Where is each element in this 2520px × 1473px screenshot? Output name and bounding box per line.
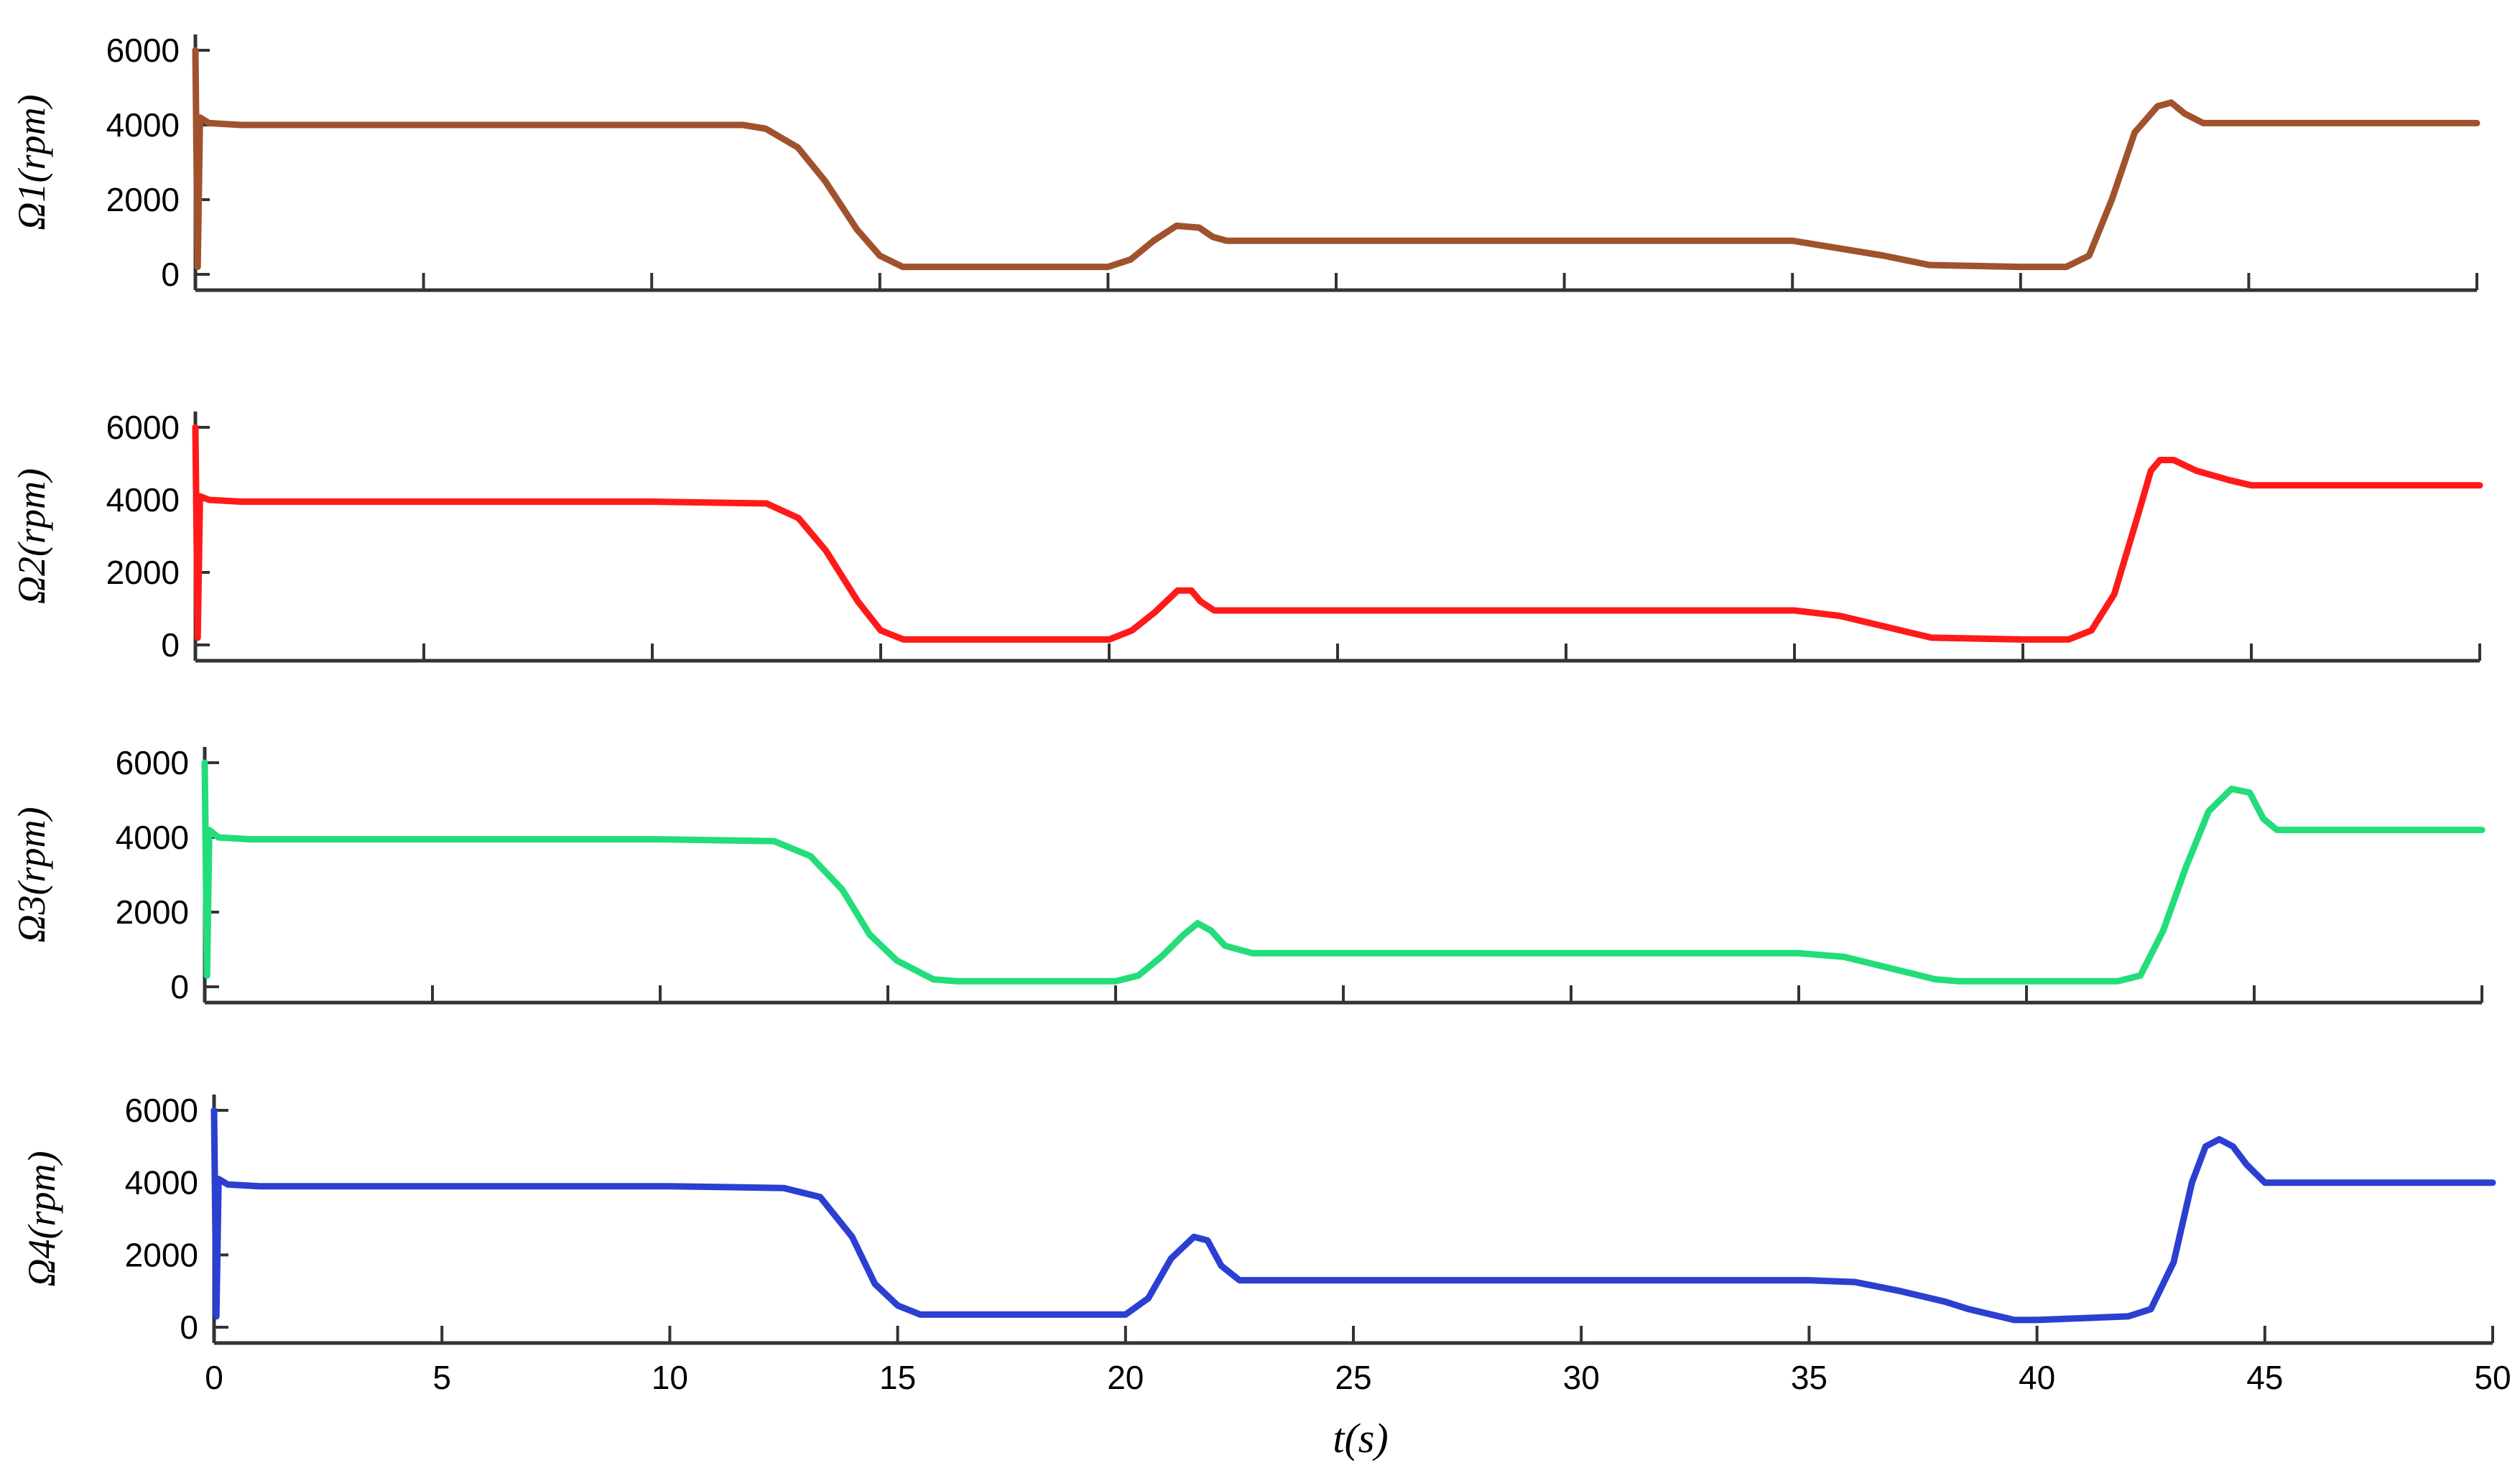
- y-tick-label: 2000: [106, 554, 180, 591]
- y-axis-label: Ω2(rpm): [10, 468, 53, 604]
- x-tick-label: 50: [2474, 1359, 2511, 1396]
- y-tick-label: 6000: [125, 1092, 198, 1129]
- x-tick-label: 35: [1791, 1359, 1828, 1396]
- x-tick-label: 10: [652, 1359, 688, 1396]
- y-axis-label: Ω3(rpm): [10, 807, 53, 942]
- x-tick-label: 45: [2246, 1359, 2283, 1396]
- y-tick-label: 2000: [125, 1236, 198, 1273]
- x-axis-label: t(s): [1333, 1415, 1388, 1462]
- y-tick-label: 4000: [125, 1164, 198, 1202]
- panel-1: 0 2000 4000 6000 Ω1(rpm): [10, 32, 2480, 293]
- x-tick-label: 15: [879, 1359, 916, 1396]
- x-tick-label: 5: [432, 1359, 451, 1396]
- panel-3: 0 2000 4000 6000 Ω3(rpm): [10, 744, 2486, 1005]
- x-tick-label: 40: [2019, 1359, 2055, 1396]
- y-tick-label: 4000: [106, 106, 180, 144]
- y-tick-label: 0: [170, 968, 189, 1005]
- x-tick-label: 0: [205, 1359, 223, 1396]
- y-axis-label: Ω4(rpm): [20, 1151, 63, 1286]
- y-tick-label: 6000: [116, 744, 189, 781]
- y-tick-label: 0: [161, 626, 180, 664]
- y-tick-label: 0: [180, 1309, 198, 1346]
- y-axis-label: Ω1(rpm): [10, 94, 53, 230]
- y-tick-label: 2000: [106, 181, 180, 218]
- y-tick-label: 2000: [116, 893, 189, 931]
- x-tick-label: 20: [1107, 1359, 1144, 1396]
- y-tick-label: 4000: [116, 819, 189, 856]
- series-line: [201, 759, 2486, 985]
- y-tick-label: 4000: [106, 481, 180, 519]
- series-line: [192, 47, 2480, 271]
- panel-4: 0 2000 4000 6000 0 5 10 15 20 25 30 35 40 45 50 t(s) Ω4(…: [20, 1092, 2511, 1462]
- y-tick-label: 6000: [106, 409, 180, 446]
- x-tick-label: 30: [1563, 1359, 1600, 1396]
- series-line: [210, 1107, 2496, 1324]
- y-tick-label: 6000: [106, 32, 180, 69]
- series-line: [192, 424, 2483, 643]
- panel-2: 0 2000 4000 6000 Ω2(rpm): [10, 409, 2483, 664]
- y-tick-label: 0: [161, 256, 180, 293]
- x-tick-label: 25: [1335, 1359, 1371, 1396]
